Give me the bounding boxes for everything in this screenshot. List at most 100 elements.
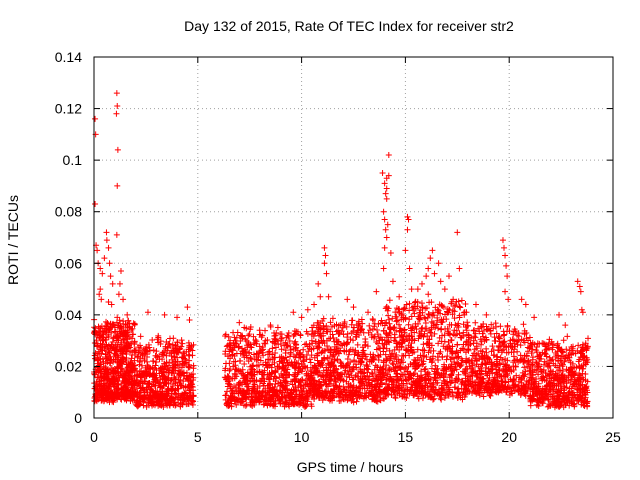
data-point <box>284 380 291 387</box>
data-point <box>223 401 230 408</box>
data-point <box>224 402 231 409</box>
data-point <box>171 375 178 382</box>
data-point <box>157 340 164 347</box>
data-point <box>93 343 100 350</box>
data-point <box>257 331 264 338</box>
data-point <box>237 337 244 344</box>
chart-title: Day 132 of 2015, Rate Of TEC Index for r… <box>184 18 514 34</box>
data-point <box>154 336 161 343</box>
data-point <box>97 265 104 272</box>
data-point <box>96 291 103 298</box>
data-point <box>127 367 134 374</box>
data-point <box>138 362 145 369</box>
data-point <box>418 300 425 307</box>
data-point <box>136 380 143 387</box>
data-point <box>185 377 192 384</box>
data-point <box>344 296 351 303</box>
data-point <box>497 323 504 330</box>
data-point <box>245 332 252 339</box>
data-point <box>224 399 231 406</box>
data-point <box>114 182 121 189</box>
data-point <box>233 367 240 374</box>
data-point <box>131 321 138 328</box>
data-point <box>99 270 106 277</box>
y-tick-label: 0.02 <box>55 358 82 374</box>
data-point <box>111 350 118 357</box>
data-point <box>354 341 361 348</box>
data-point <box>483 311 490 318</box>
data-point <box>124 311 131 318</box>
data-point <box>125 376 132 383</box>
data-point <box>107 273 114 280</box>
data-point <box>290 346 297 353</box>
data-point <box>169 356 176 363</box>
data-point <box>276 374 283 381</box>
data-point <box>155 395 162 402</box>
data-point <box>179 340 186 347</box>
data-point <box>292 373 299 380</box>
data-point <box>99 388 106 395</box>
data-point <box>249 402 256 409</box>
data-point <box>411 310 418 317</box>
data-point <box>344 330 351 337</box>
data-point <box>122 327 129 334</box>
data-point <box>429 247 436 254</box>
data-point <box>120 384 127 391</box>
data-point <box>119 394 126 401</box>
data-point <box>104 320 111 327</box>
data-point <box>380 265 387 272</box>
data-point <box>520 321 527 328</box>
data-point <box>108 329 115 336</box>
data-point <box>149 357 156 364</box>
data-point <box>121 344 128 351</box>
data-point <box>101 343 108 350</box>
data-point <box>305 383 312 390</box>
data-point <box>105 347 112 354</box>
data-point <box>291 386 298 393</box>
data-point <box>441 338 448 345</box>
data-point <box>258 377 265 384</box>
data-point <box>170 401 177 408</box>
data-point <box>386 297 393 304</box>
data-point <box>297 331 304 338</box>
data-point <box>302 377 309 384</box>
data-point <box>236 319 243 326</box>
data-point <box>296 367 303 374</box>
data-point <box>384 221 391 228</box>
data-point <box>171 353 178 360</box>
data-point <box>502 288 509 295</box>
data-point <box>278 335 285 342</box>
data-point <box>323 270 330 277</box>
data-point <box>269 345 276 352</box>
data-point <box>150 347 157 354</box>
data-point <box>103 336 110 343</box>
data-point <box>243 401 250 408</box>
data-point <box>290 363 297 370</box>
data-point <box>385 151 392 158</box>
data-point <box>382 226 389 233</box>
data-point <box>576 283 583 290</box>
y-tick-label: 0.12 <box>55 101 82 117</box>
data-point <box>175 376 182 383</box>
data-point <box>281 357 288 364</box>
data-point <box>266 401 273 408</box>
data-point <box>423 273 430 280</box>
data-point <box>125 379 132 386</box>
data-point <box>131 339 138 346</box>
data-point <box>383 195 390 202</box>
data-point <box>110 358 117 365</box>
data-point <box>186 395 193 402</box>
data-point <box>381 180 388 187</box>
data-point <box>91 327 98 334</box>
data-point <box>141 387 148 394</box>
data-point <box>137 342 144 349</box>
data-point <box>437 278 444 285</box>
data-point <box>235 344 242 351</box>
data-point <box>125 364 132 371</box>
data-point <box>108 365 115 372</box>
data-point <box>111 324 118 331</box>
data-point <box>105 244 112 251</box>
data-point <box>304 330 311 337</box>
data-point <box>229 375 236 382</box>
